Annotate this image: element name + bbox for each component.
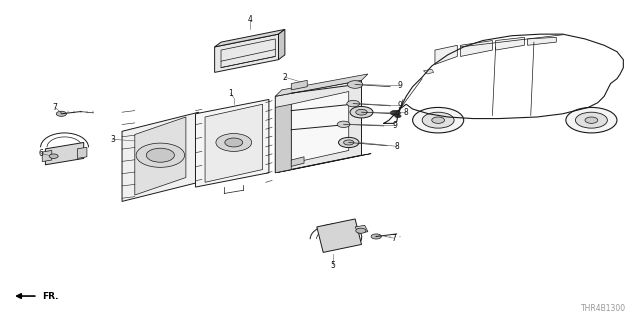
Circle shape xyxy=(566,108,617,133)
Circle shape xyxy=(395,115,401,118)
Text: FR.: FR. xyxy=(42,292,59,300)
Polygon shape xyxy=(42,150,52,162)
Circle shape xyxy=(339,137,359,148)
Polygon shape xyxy=(214,29,285,47)
Text: 8: 8 xyxy=(394,142,399,151)
Polygon shape xyxy=(122,112,198,201)
Polygon shape xyxy=(291,92,349,163)
Circle shape xyxy=(136,143,184,167)
Text: 1: 1 xyxy=(228,89,233,98)
Circle shape xyxy=(225,138,243,147)
Circle shape xyxy=(344,140,354,145)
Circle shape xyxy=(356,228,366,233)
Circle shape xyxy=(350,107,373,118)
Text: THR4B1300: THR4B1300 xyxy=(581,304,627,313)
Circle shape xyxy=(585,117,598,123)
Circle shape xyxy=(147,148,174,162)
Polygon shape xyxy=(205,104,262,182)
Circle shape xyxy=(348,81,363,88)
Circle shape xyxy=(49,154,58,158)
Circle shape xyxy=(356,109,367,115)
Text: 7: 7 xyxy=(391,234,396,243)
Polygon shape xyxy=(355,225,368,233)
Text: 3: 3 xyxy=(110,135,115,144)
Circle shape xyxy=(216,133,252,151)
Polygon shape xyxy=(278,29,285,60)
Polygon shape xyxy=(317,219,362,252)
Polygon shape xyxy=(195,100,269,187)
Polygon shape xyxy=(527,37,556,45)
Polygon shape xyxy=(135,117,186,195)
Circle shape xyxy=(337,121,350,127)
Circle shape xyxy=(390,110,401,116)
Text: 8: 8 xyxy=(404,108,408,117)
Polygon shape xyxy=(424,69,434,74)
Circle shape xyxy=(575,112,607,128)
Text: 4: 4 xyxy=(247,15,252,24)
Polygon shape xyxy=(45,142,84,165)
Text: 9: 9 xyxy=(397,101,403,110)
Circle shape xyxy=(413,108,464,133)
Circle shape xyxy=(432,117,445,123)
Polygon shape xyxy=(435,45,458,64)
Text: 2: 2 xyxy=(282,73,287,82)
Polygon shape xyxy=(495,37,524,50)
Polygon shape xyxy=(461,41,492,56)
Polygon shape xyxy=(291,80,307,90)
Circle shape xyxy=(347,100,360,107)
Polygon shape xyxy=(77,147,87,158)
Polygon shape xyxy=(275,74,368,96)
Text: 5: 5 xyxy=(330,261,335,270)
Text: 7: 7 xyxy=(52,103,58,112)
Text: 6: 6 xyxy=(38,149,44,158)
Circle shape xyxy=(56,111,67,116)
Polygon shape xyxy=(275,104,291,173)
Circle shape xyxy=(371,234,381,239)
Polygon shape xyxy=(275,80,362,173)
Text: 9: 9 xyxy=(393,121,398,130)
Polygon shape xyxy=(275,154,371,173)
Text: 9: 9 xyxy=(397,81,403,90)
Polygon shape xyxy=(214,34,278,72)
Polygon shape xyxy=(291,157,304,166)
Circle shape xyxy=(422,112,454,128)
